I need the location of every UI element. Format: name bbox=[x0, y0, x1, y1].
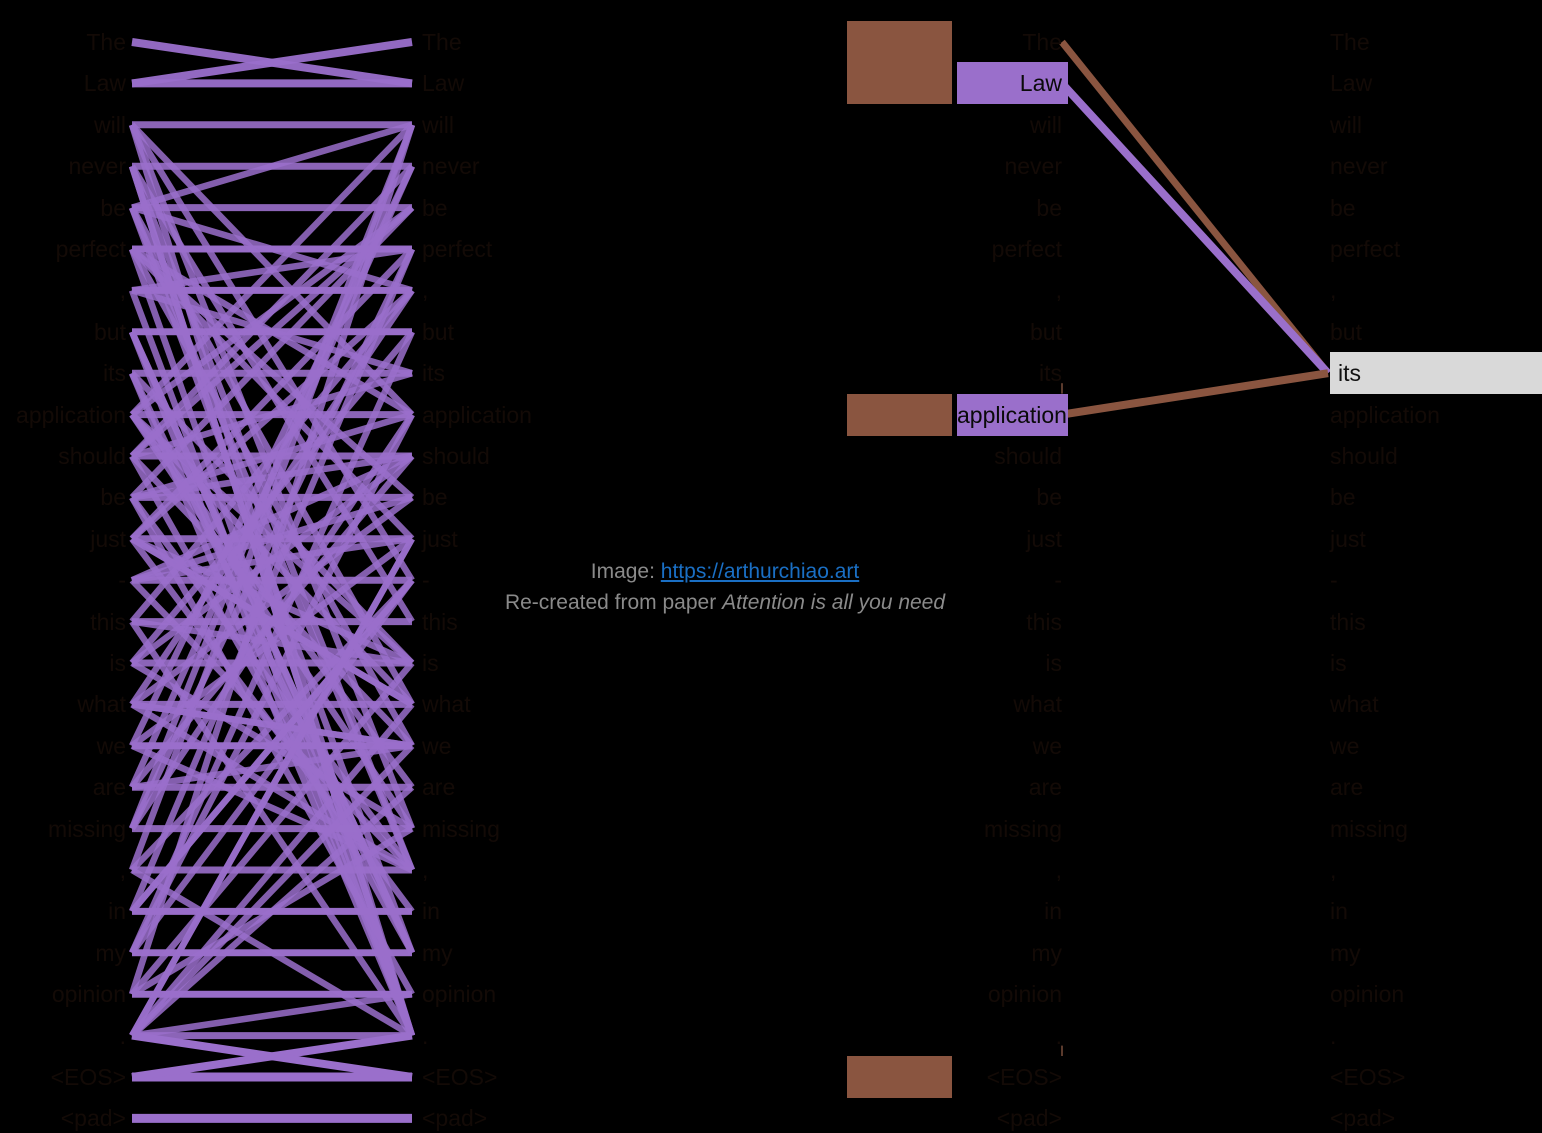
right-attention-edges bbox=[1059, 39, 1331, 1056]
attention-edge bbox=[129, 784, 415, 1039]
attention-edge bbox=[129, 537, 415, 1038]
caption-line-1: Image: https://arthurchiao.art bbox=[405, 556, 1045, 587]
attention-edge bbox=[129, 577, 415, 873]
attention-edge bbox=[129, 247, 415, 831]
attention-edge bbox=[131, 1031, 413, 1081]
attention-edge bbox=[131, 990, 413, 1039]
attention-edge bbox=[1059, 80, 1331, 376]
weight-bar-The bbox=[847, 21, 952, 63]
caption-prefix: Image: bbox=[590, 560, 655, 583]
caption-line-2: Re-created from paper Attention is all y… bbox=[405, 587, 1045, 618]
caption-link[interactable]: https://arthurchiao.art bbox=[660, 560, 860, 583]
attention-edge bbox=[130, 453, 414, 584]
attention-edge bbox=[129, 660, 415, 997]
attention-edge bbox=[129, 163, 415, 459]
attention-edge bbox=[129, 702, 415, 1038]
attention-edge bbox=[129, 247, 415, 913]
attention-edge bbox=[129, 412, 415, 831]
attention-edge bbox=[129, 578, 415, 955]
attention-edge bbox=[129, 287, 415, 542]
weight-bar-EOS bbox=[847, 1056, 952, 1098]
caption-paper-title: Attention is all you need bbox=[722, 591, 946, 614]
attention-edge bbox=[128, 123, 416, 996]
attention-edge bbox=[128, 123, 416, 872]
attention-edge bbox=[130, 742, 414, 873]
attention-edge bbox=[129, 246, 415, 542]
caption-line-2-prefix: Re-created from paper bbox=[504, 591, 717, 614]
attention-edge bbox=[1059, 39, 1331, 376]
attention-edge bbox=[1061, 369, 1329, 419]
attention-edge bbox=[131, 38, 413, 88]
left-attention-edges bbox=[128, 38, 416, 1123]
attention-edge bbox=[129, 413, 415, 955]
weight-bar-Law bbox=[847, 62, 952, 105]
attention-edge bbox=[131, 121, 413, 211]
attention-edge bbox=[129, 122, 415, 417]
weight-bar-application bbox=[847, 393, 952, 436]
attention-edge bbox=[130, 494, 414, 708]
attention-edge bbox=[129, 743, 415, 1038]
caption: Image: https://arthurchiao.art Re-create… bbox=[405, 556, 1045, 618]
